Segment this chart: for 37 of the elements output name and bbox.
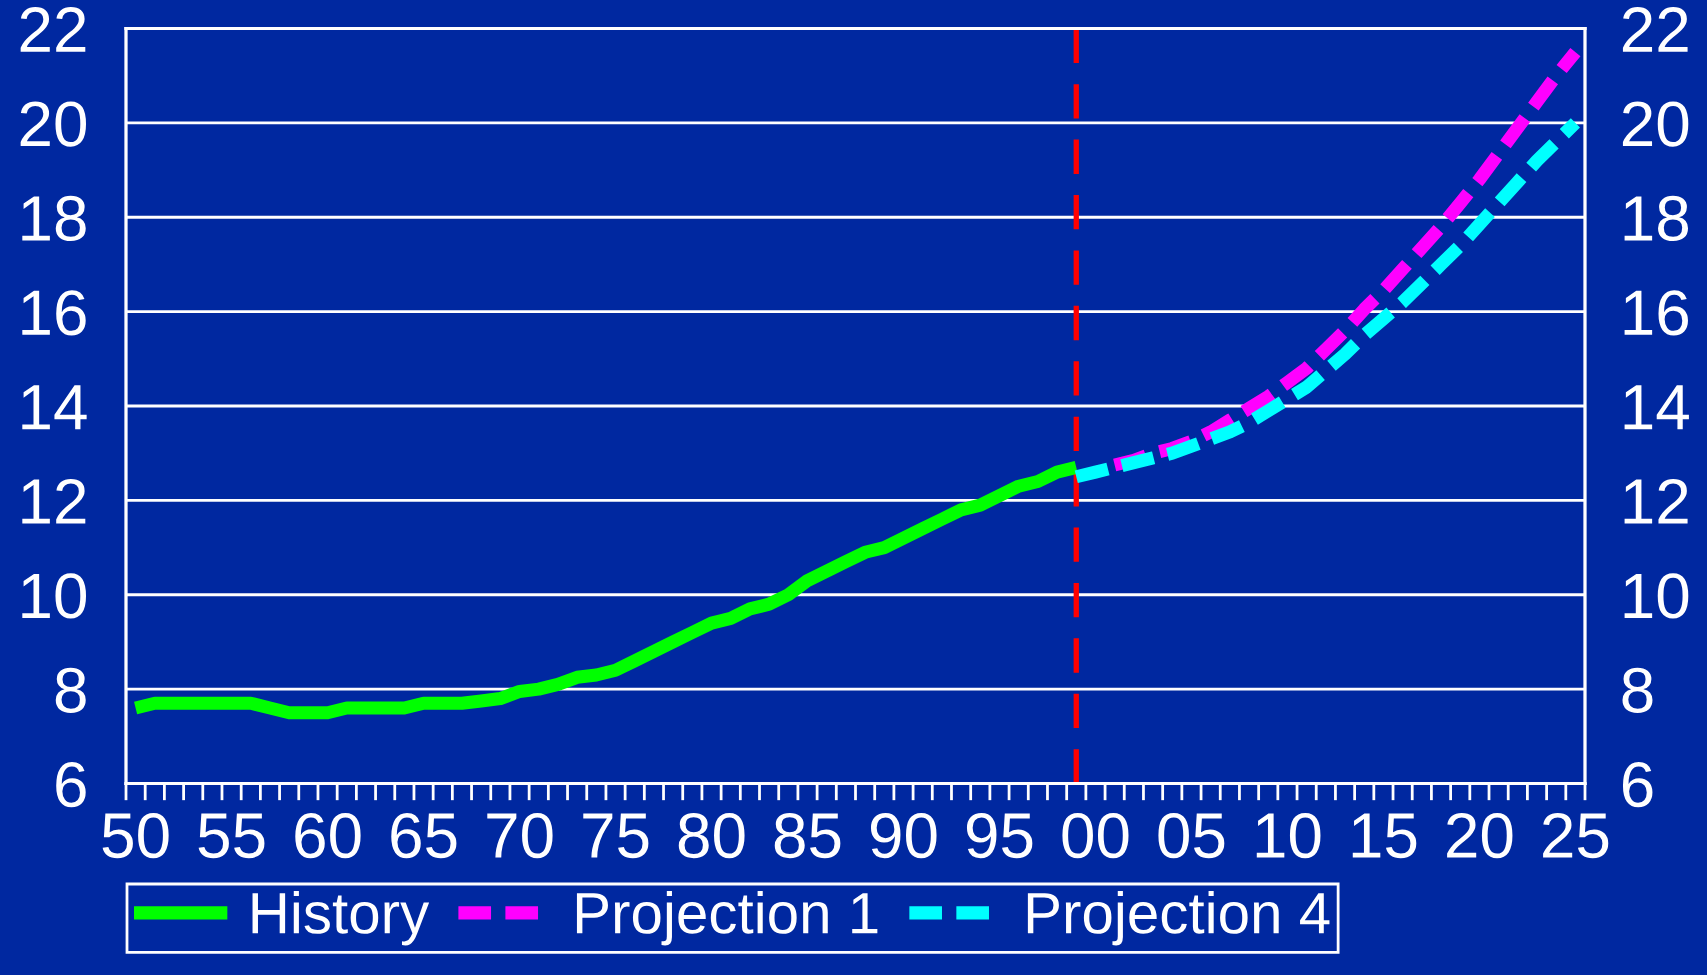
y-tick-label: 14 [22,385,87,430]
legend-label: Projection 1 [576,891,878,946]
legend-label: Projection 4 [1027,891,1330,946]
y2-tick-label: 14 [1624,385,1689,430]
x-tick-label: 20 [1447,812,1513,859]
y-tick-label: 12 [22,478,86,524]
x-tick-label: 55 [198,813,265,859]
y2-tick-label: 12 [1624,478,1688,524]
y-tick-label: 10 [22,573,87,619]
x-tick-label: 10 [1256,812,1321,859]
y-tick-label: 20 [20,101,87,147]
y-tick-label: 18 [22,195,86,242]
x-tick-label: 85 [774,812,841,859]
y2-tick-label: 18 [1624,195,1689,242]
x-tick-label: 15 [1352,813,1417,859]
x-tick-label: 80 [678,812,745,859]
y-tick-label: 16 [22,290,86,336]
legend-label: History [252,891,430,946]
y2-tick-label: 10 [1624,573,1689,619]
x-tick-label: 50 [102,812,169,859]
x-tick-label: 90 [870,812,937,859]
x-tick-label: 70 [487,812,553,859]
x-tick-label: 60 [295,812,361,859]
x-tick-label: 05 [1158,812,1225,859]
y-tick-label: 8 [55,667,86,713]
y-tick-label: 6 [56,762,86,808]
x-tick-label: 95 [966,812,1033,859]
x-tick-label: 00 [1062,812,1129,859]
y2-tick-label: 20 [1622,101,1689,147]
x-tick-label: 25 [1543,812,1609,859]
y2-tick-label: 6 [1622,762,1653,808]
y2-tick-label: 22 [1622,7,1688,52]
y-tick-label: 22 [20,7,86,52]
y2-tick-label: 16 [1624,290,1688,336]
y2-tick-label: 8 [1622,667,1653,713]
x-tick-label: 65 [391,812,457,859]
x-tick-label: 75 [583,813,649,859]
